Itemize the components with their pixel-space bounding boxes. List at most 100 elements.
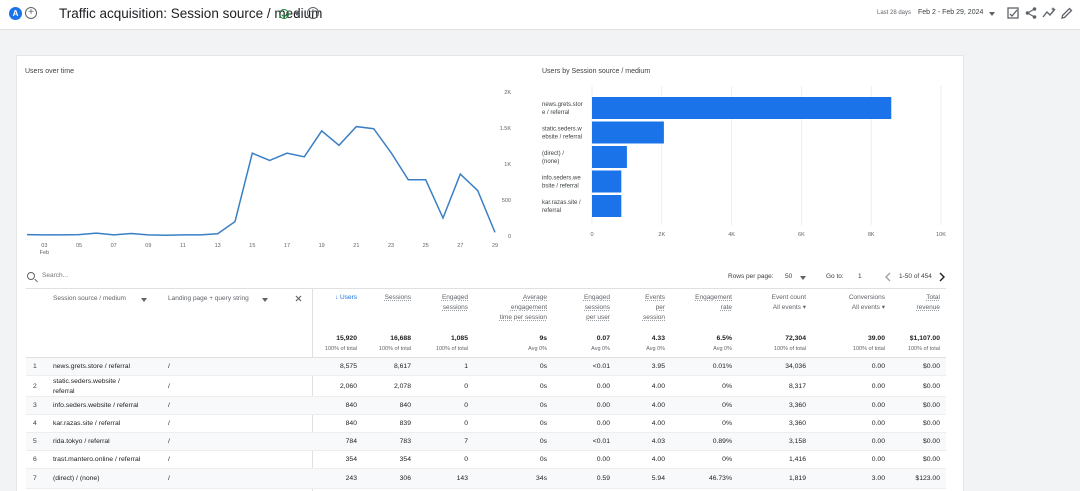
metric-cell: 243	[345, 475, 357, 482]
x-tick-label: 11	[180, 243, 186, 249]
search-input[interactable]	[42, 272, 242, 279]
landing-page-cell: /	[168, 475, 170, 482]
metric-header-line: revenue	[916, 304, 941, 311]
table-row[interactable]	[26, 358, 946, 376]
metric-total: 16,688	[390, 335, 411, 342]
search-icon[interactable]	[27, 272, 35, 280]
metric-cell: 1,416	[788, 456, 806, 463]
landing-page-cell: /	[168, 382, 170, 390]
metric-cell: $0.00	[922, 438, 940, 445]
metric-cell: $123.00	[915, 475, 940, 482]
y-tick-label: 1K	[504, 162, 511, 168]
metric-cell: 839	[399, 420, 411, 427]
metric-cell: 0s	[539, 402, 547, 409]
rows-per-page-select[interactable]: 50	[785, 273, 793, 280]
metric-header[interactable]: Engaged sessions per user	[584, 293, 610, 323]
metric-header-line: Sessions	[384, 294, 411, 301]
table-row[interactable]	[26, 397, 946, 415]
metric-header-line: engagement	[510, 304, 547, 311]
metric-cell: 306	[399, 475, 411, 482]
metric-cell: 34s	[536, 475, 547, 482]
date-range-picker[interactable]: Feb 2 - Feb 29, 2024	[918, 9, 984, 16]
metric-total: 39.00	[867, 335, 885, 342]
metric-header-line: Total	[926, 294, 940, 301]
share-icon[interactable]	[1024, 6, 1038, 20]
metric-total: $1,107.00	[909, 335, 940, 342]
dimension2-dropdown-icon[interactable]	[262, 298, 268, 302]
date-label: Last 28 days	[877, 10, 912, 16]
metric-cell: 0.00	[871, 438, 885, 445]
metric-cell: <0.01	[592, 438, 610, 445]
date-dropdown-icon[interactable]	[989, 12, 995, 16]
next-page-icon[interactable]	[938, 272, 946, 282]
add-comparison-icon[interactable]: +	[25, 7, 37, 19]
table-row[interactable]	[26, 451, 946, 469]
metric-cell: 0.00	[871, 420, 885, 427]
metric-header[interactable]: Events per session	[643, 293, 665, 323]
metric-cell: 0	[464, 456, 468, 463]
rows-per-page-dropdown-icon[interactable]	[800, 276, 806, 280]
metric-header[interactable]: Sessions	[385, 293, 411, 303]
metric-cell: 784	[345, 438, 357, 445]
source-medium-line: kar.razas.site / referral	[53, 420, 121, 427]
insights-icon[interactable]	[1042, 6, 1056, 20]
row-number: 3	[33, 402, 37, 409]
metric-total: 6.5%	[716, 335, 733, 342]
add-icon[interactable]: +	[307, 7, 319, 19]
metric-total: 9s	[539, 335, 547, 342]
metric-cell: 0.89%	[712, 438, 732, 445]
x-tick-label: 21	[353, 243, 359, 249]
metric-header[interactable]: ↓ Users	[335, 293, 357, 303]
metric-header-line: ↓ Users	[334, 294, 357, 301]
dimension2-header[interactable]: Landing page + query string	[168, 295, 249, 302]
metric-total-sub: 100% of total	[324, 346, 357, 352]
check-circle-icon[interactable]	[279, 9, 289, 19]
metric-total: 0.07	[596, 335, 610, 342]
metric-header[interactable]: Conversions All events ▾	[849, 293, 885, 313]
metric-cell: 0%	[722, 382, 732, 390]
y-tick-label: 500	[502, 198, 511, 204]
metric-total: 1,085	[450, 335, 468, 342]
metric-cell: 46.73%	[708, 475, 732, 482]
goto-input[interactable]: 1	[858, 273, 862, 280]
table-row[interactable]	[26, 433, 946, 451]
table-row[interactable]	[26, 415, 946, 433]
x-tick-label: 17	[284, 243, 290, 249]
edit-report-icon[interactable]	[1006, 6, 1020, 20]
metric-cell: 840	[345, 402, 357, 409]
metric-cell: <0.01	[592, 363, 610, 370]
metric-cell: 0.00	[871, 402, 885, 409]
remove-dimension-icon[interactable]	[295, 295, 302, 302]
prev-page-icon[interactable]	[884, 272, 892, 282]
title-dropdown-icon[interactable]	[294, 12, 300, 16]
metric-header-line: Engaged	[441, 294, 468, 301]
metric-cell: 3,158	[788, 438, 806, 445]
source-medium-line: news.grets.store / referral	[53, 363, 131, 370]
dimension1-header[interactable]: Session source / medium	[53, 295, 126, 302]
table-row[interactable]	[26, 469, 946, 489]
metric-header-line: sessions	[442, 304, 468, 311]
metric-header[interactable]: Engagement rate	[695, 293, 732, 313]
metric-header[interactable]: Average engagement time per session	[500, 293, 547, 323]
x-tick-label: 19	[319, 243, 325, 249]
x-tick-label: 15	[249, 243, 255, 249]
row-number: 7	[33, 475, 37, 482]
dimension1-dropdown-icon[interactable]	[141, 298, 147, 302]
metric-header[interactable]: Total revenue	[917, 293, 941, 313]
metric-header[interactable]: Event count All events ▾	[772, 293, 806, 313]
metric-cell: 0.01%	[712, 363, 732, 370]
metric-header-line: rate	[720, 304, 732, 311]
pencil-icon[interactable]	[1060, 6, 1074, 20]
property-avatar[interactable]: A	[9, 7, 22, 20]
source-medium-line: trast.mantero.online / referral	[53, 456, 141, 463]
metric-header-line: Average	[522, 294, 547, 301]
metric-cell: 8,617	[393, 363, 411, 370]
top-bar: A + Traffic acquisition: Session source …	[0, 0, 1080, 30]
table-row[interactable]	[26, 376, 946, 397]
users-line	[26, 125, 496, 237]
users-over-time-title: Users over time	[25, 68, 75, 75]
metric-cell: 840	[399, 402, 411, 409]
metric-cell: 8,575	[339, 363, 357, 370]
x-tick-label: 07	[111, 243, 117, 249]
metric-header[interactable]: Engaged sessions	[442, 293, 468, 313]
